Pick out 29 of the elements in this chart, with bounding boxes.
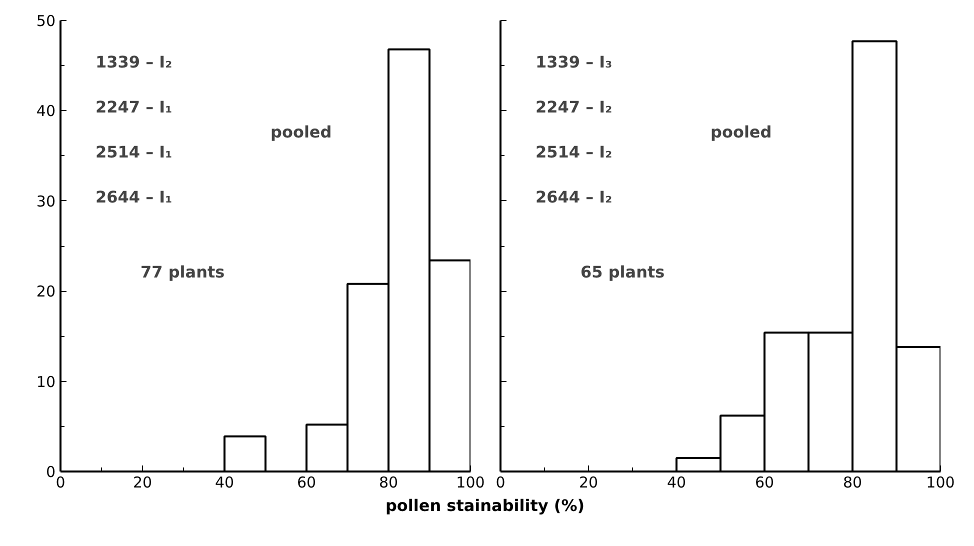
annotation: 2514 – I₁ [96, 142, 172, 162]
annotation: 2514 – I₂ [536, 142, 612, 162]
x-tick-label: 60 [754, 474, 774, 492]
y-tick-label: 40 [36, 102, 56, 120]
x-tick-label: 0 [496, 474, 506, 492]
annotation: 1339 – I₂ [96, 52, 172, 72]
x-tick-label: 100 [926, 474, 955, 492]
x-tick-label: 60 [296, 474, 316, 492]
y-tick-label: 20 [36, 282, 56, 301]
annotation: pooled [270, 122, 332, 142]
annotation: pooled [710, 122, 772, 142]
x-tick-label: 80 [378, 474, 398, 492]
x-tick-label: 20 [578, 474, 598, 492]
annotation: 65 plants [580, 262, 665, 282]
y-tick-label: 30 [36, 192, 56, 210]
x-tick-label: 40 [666, 474, 686, 492]
annotation: 1339 – I₃ [536, 52, 612, 72]
annotation: 77 plants [140, 262, 225, 282]
y-tick-label: 10 [36, 372, 56, 391]
x-axis-title: pollen stainability (%) [385, 495, 585, 517]
annotation: 2644 – I₁ [96, 188, 172, 206]
annotation: 2247 – I₁ [96, 98, 172, 116]
x-tick-label: 40 [214, 474, 234, 492]
y-tick-label: 50 [36, 12, 56, 30]
x-tick-label: 80 [842, 474, 862, 492]
annotation: 2247 – I₂ [536, 98, 612, 116]
x-tick-label: 100 [456, 474, 485, 492]
annotation: 2644 – I₂ [536, 188, 612, 206]
x-tick-label: 20 [132, 474, 152, 492]
